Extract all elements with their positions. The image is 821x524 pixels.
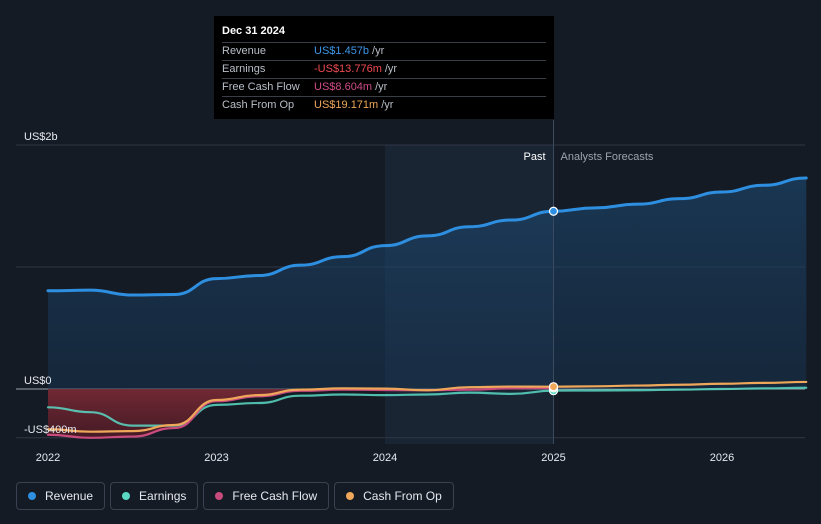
tooltip-row-cash-from-op: Cash From Op US$19.171m /yr — [222, 96, 546, 114]
series-lines — [46, 176, 808, 439]
legend-item-earnings[interactable]: Earnings — [110, 482, 199, 510]
tooltip-value: US$1.457b — [314, 45, 370, 57]
tooltip-unit: /yr — [381, 99, 394, 111]
legend-label: Cash From Op — [363, 489, 442, 503]
tooltip-row-earnings: Earnings -US$13.776m /yr — [222, 60, 546, 78]
legend: Revenue Earnings Free Cash Flow Cash Fro… — [16, 482, 454, 510]
x-tick-label: 2023 — [204, 452, 228, 464]
series-line-revenue — [46, 176, 808, 297]
axis-labels: US$2b US$0 -US$400m 2022 2023 2024 2025 2026 — [24, 131, 734, 464]
x-tick-label: 2024 — [373, 452, 397, 464]
legend-item-revenue[interactable]: Revenue — [16, 482, 106, 510]
markers — [548, 206, 559, 396]
x-tick-label: 2026 — [710, 452, 734, 464]
tooltip-value: -US$13.776m — [314, 63, 382, 75]
y-tick-label: US$0 — [24, 375, 52, 387]
series-line-cash-from-op — [46, 380, 808, 433]
revenue-area — [48, 177, 807, 389]
series-line-free-cash-flow — [46, 386, 555, 439]
y-tick-label: -US$400m — [24, 424, 77, 436]
tooltip-row-revenue: Revenue US$1.457b /yr — [222, 42, 546, 60]
tooltip-unit: /yr — [375, 81, 388, 93]
tooltip-label: Earnings — [222, 63, 266, 75]
legend-label: Revenue — [45, 489, 94, 503]
tooltip-unit: /yr — [384, 63, 398, 75]
legend-item-free-cash-flow[interactable]: Free Cash Flow — [203, 482, 330, 510]
tooltip-value: US$8.604m — [314, 81, 373, 93]
tooltip-row-free-cash-flow: Free Cash Flow US$8.604m /yr — [222, 78, 546, 96]
legend-dot-icon — [346, 492, 355, 500]
y-tick-label: US$2b — [24, 131, 58, 143]
legend-dot-icon — [215, 492, 224, 500]
marker-cash-from-op — [548, 382, 559, 392]
tooltip-label: Free Cash Flow — [222, 81, 300, 93]
legend-label: Free Cash Flow — [232, 489, 318, 503]
x-tick-label: 2022 — [36, 452, 60, 464]
tooltip-label: Cash From Op — [222, 99, 295, 111]
legend-label: Earnings — [139, 489, 187, 503]
marker-revenue — [548, 206, 559, 216]
legend-dot-icon — [28, 492, 36, 500]
tooltip-value: US$19.171m — [314, 99, 379, 111]
tooltip-date: Dec 31 2024 — [222, 25, 285, 37]
tooltip-unit: /yr — [372, 45, 385, 57]
tooltip-label: Revenue — [222, 45, 267, 57]
tooltip: Dec 31 2024 Revenue US$1.457b /yr Earnin… — [214, 16, 554, 119]
forecast-label: Analysts Forecasts — [561, 151, 654, 163]
legend-dot-icon — [122, 492, 131, 500]
legend-item-cash-from-op[interactable]: Cash From Op — [334, 482, 454, 510]
x-tick-label: 2025 — [541, 452, 565, 464]
past-label: Past — [523, 151, 545, 163]
